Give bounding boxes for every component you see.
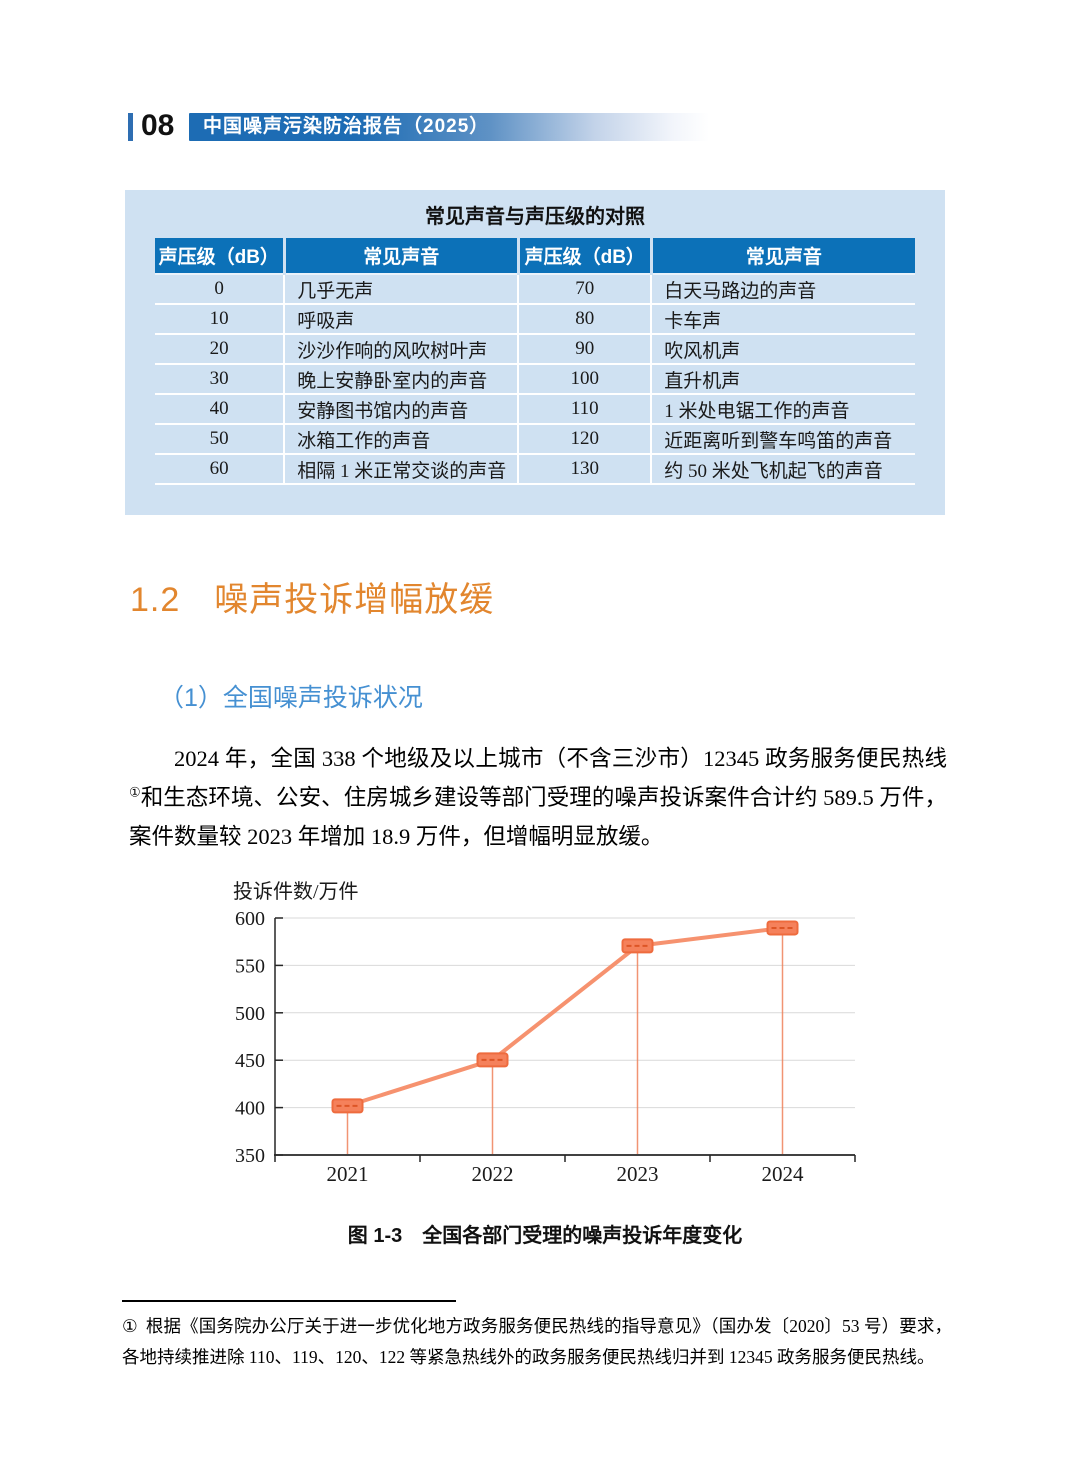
db-cell: 30: [155, 364, 285, 395]
column-header: 声压级（dB）: [155, 238, 285, 275]
db-cell: 0: [155, 274, 285, 305]
footnote-text: 根据《国务院办公厅关于进一步优化地方政务服务便民热线的指导意见》（国办发〔202…: [122, 1316, 952, 1367]
section-title: 噪声投诉增幅放缓: [214, 581, 495, 619]
footnote-reference: ①: [129, 784, 141, 800]
sound-cell: 沙沙作响的风吹树叶声: [283, 334, 519, 365]
db-cell: 120: [517, 424, 652, 455]
sound-cell: 相隔 1 米正常交谈的声音: [283, 454, 519, 485]
db-cell: 20: [155, 334, 285, 365]
sound-level-table: 声压级（dB） 常见声音 声压级（dB） 常见声音 0 几乎无声 70 白天马路…: [155, 238, 915, 485]
sound-cell: 几乎无声: [283, 274, 519, 305]
y-tick-label: 600: [235, 908, 265, 930]
table-row: 50 冰箱工作的声音 120 近距离听到警车鸣笛的声音: [155, 424, 915, 455]
db-cell: 80: [517, 304, 652, 335]
footnote: ① 根据《国务院办公厅关于进一步优化地方政务服务便民热线的指导意见》（国办发〔20…: [122, 1311, 952, 1373]
table-row: 20 沙沙作响的风吹树叶声 90 吹风机声: [155, 334, 915, 365]
footnote-divider: [122, 1300, 456, 1302]
sound-cell: 晚上安静卧室内的声音: [283, 364, 519, 395]
db-cell: 110: [517, 394, 652, 425]
x-tick-label: 2023: [617, 1162, 659, 1186]
x-tick-label: 2024: [762, 1162, 805, 1186]
db-cell: 60: [155, 454, 285, 485]
subsection-heading: （1）全国噪声投诉状况: [159, 684, 423, 712]
sound-cell: 吹风机声: [650, 334, 915, 365]
report-title-banner: 中国噪声污染防治报告（2025）: [189, 113, 709, 141]
chart-line: [345, 925, 785, 1108]
sound-cell: 呼吸声: [283, 304, 519, 335]
section-heading: 1.2 噪声投诉增幅放缓: [130, 572, 494, 621]
sound-cell: 冰箱工作的声音: [283, 424, 519, 455]
sound-cell: 安静图书馆内的声音: [283, 394, 519, 425]
sound-level-panel: 常见声音与声压级的对照 声压级（dB） 常见声音 声压级（dB） 常见声音 0 …: [125, 190, 945, 515]
y-tick-label: 350: [235, 1145, 265, 1167]
table-header-row: 声压级（dB） 常见声音 声压级（dB） 常见声音: [155, 238, 915, 275]
sound-cell: 直升机声: [650, 364, 915, 395]
chart-ylabel: 投诉件数/万件: [233, 880, 359, 903]
body-paragraph: 2024 年，全国 338 个地级及以上城市（不含三沙市）12345 政务服务便…: [129, 739, 947, 856]
x-tick-label: 2022: [472, 1162, 514, 1186]
complaints-line-chart: 投诉件数/万件 600 550 500 450 400 350 2021 2022 2023 202…: [215, 878, 875, 1248]
footnote-marker: ①: [122, 1316, 138, 1336]
db-cell: 40: [155, 394, 285, 425]
db-cell: 50: [155, 424, 285, 455]
sound-table-title: 常见声音与声压级的对照: [425, 206, 645, 228]
column-header: 常见声音: [649, 238, 915, 275]
table-row: 10 呼吸声 80 卡车声: [155, 304, 915, 335]
db-cell: 130: [517, 454, 652, 485]
db-cell: 100: [517, 364, 652, 395]
figure-caption: 图 1-3 全国各部门受理的噪声投诉年度变化: [347, 1225, 743, 1247]
y-tick-label: 400: [235, 1098, 265, 1120]
sound-cell: 1 米处电锯工作的声音: [650, 394, 915, 425]
page-number: 08: [141, 109, 175, 142]
db-cell: 70: [517, 274, 652, 305]
x-tick-label: 2021: [327, 1162, 369, 1186]
y-tick-label: 550: [235, 955, 265, 977]
table-row: 30 晚上安静卧室内的声音 100 直升机声: [155, 364, 915, 395]
chart-canvas: 投诉件数/万件 600 550 500 450 400 350 2021 2022 2023 202…: [233, 880, 856, 1186]
page-number-accent-bar: [128, 113, 133, 141]
column-header: 声压级（dB）: [516, 238, 652, 275]
db-cell: 90: [517, 334, 652, 365]
table-row: 40 安静图书馆内的声音 110 1 米处电锯工作的声音: [155, 394, 915, 425]
paragraph-text: 和生态环境、公安、住房城乡建设等部门受理的噪声投诉案件合计约 589.5 万件，…: [129, 785, 947, 849]
sound-cell: 约 50 米处飞机起飞的声音: [650, 454, 915, 485]
y-tick-label: 450: [235, 1050, 265, 1072]
table-row: 60 相隔 1 米正常交谈的声音 130 约 50 米处飞机起飞的声音: [155, 454, 915, 485]
sound-cell: 近距离听到警车鸣笛的声音: [650, 424, 915, 455]
sound-cell: 卡车声: [650, 304, 915, 335]
report-title: 中国噪声污染防治报告（2025）: [203, 116, 490, 137]
column-header: 常见声音: [282, 238, 519, 275]
sound-cell: 白天马路边的声音: [650, 274, 915, 305]
section-number: 1.2: [130, 581, 181, 619]
paragraph-text: 2024 年，全国 338 个地级及以上城市（不含三沙市）12345 政务服务便…: [174, 746, 947, 771]
y-tick-label: 500: [235, 1003, 265, 1025]
db-cell: 10: [155, 304, 285, 335]
table-row: 0 几乎无声 70 白天马路边的声音: [155, 274, 915, 305]
